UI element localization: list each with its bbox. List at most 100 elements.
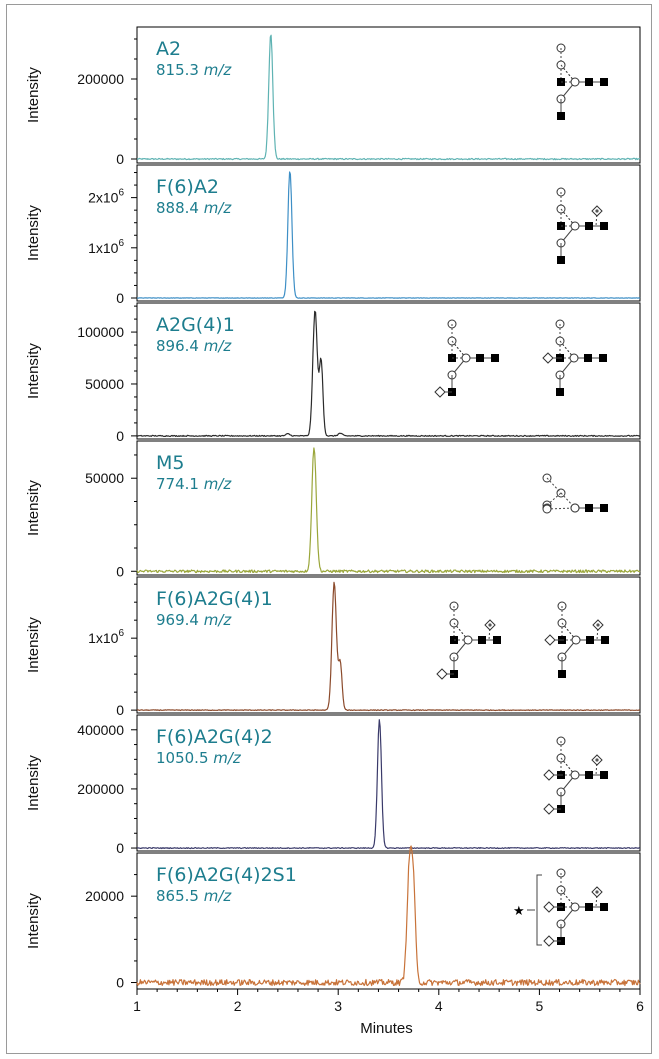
glycan-structure-f6a2g1 [436, 601, 609, 680]
glycan-structure-f6a2g2 [543, 736, 608, 815]
glcnac-square [557, 256, 565, 264]
fucose-dot [595, 758, 599, 762]
chromatogram-trace [136, 845, 641, 987]
mannose-circle [570, 902, 580, 912]
y-tick-label-base: 0 [116, 975, 124, 991]
y-tick-label-base: 0 [116, 702, 124, 718]
x-axis: 1 2 3 4 5 6 Minutes [133, 989, 644, 1037]
plot-area [136, 852, 641, 990]
glcnac-square [585, 903, 593, 911]
mz-label: 1050.5 m/z [156, 749, 242, 767]
chromatogram-trace [136, 34, 641, 161]
glycan-linkage [595, 891, 598, 908]
x-tick-label: 6 [636, 998, 644, 1014]
mz-label: 969.4 m/z [156, 611, 232, 629]
galactose-diamond [434, 386, 446, 398]
mannose-circle [571, 635, 581, 645]
fucose-dot [595, 209, 599, 213]
mannose-circle [570, 503, 580, 513]
glcnac-square [557, 112, 565, 120]
chromatogram-trace [136, 581, 641, 712]
y-axis-label: Intensity [25, 893, 42, 949]
glcnac-square [600, 903, 608, 911]
glcnac-square [585, 222, 593, 230]
glcnac-square [491, 354, 499, 362]
y-tick-label: 50000 [85, 470, 124, 486]
glcnac-square [600, 78, 608, 86]
mz-label: 774.1 m/z [156, 475, 232, 493]
y-tick-label: 0 [116, 702, 124, 718]
glcnac-square [585, 504, 593, 512]
y-axis-label: Intensity [25, 205, 42, 261]
y-tick-label: 0 [116, 563, 124, 579]
chromatogram-trace [136, 719, 641, 850]
x-tick-label: 5 [536, 998, 544, 1014]
y-tick-label: 2x106 [88, 188, 124, 206]
x-tick-label: 2 [234, 998, 242, 1014]
y-tick-label-base: 0 [116, 428, 124, 444]
y-axis-label: Intensity [25, 343, 42, 399]
mz-label: 896.4 m/z [156, 337, 232, 355]
chromatogram-trace [136, 310, 641, 437]
y-tick-label: 20000 [85, 888, 124, 904]
y-tick-label-exponent: 6 [118, 188, 124, 199]
galactose-diamond [543, 803, 555, 815]
mz-label: 815.3 m/z [156, 61, 232, 79]
glycan-linkage [546, 492, 562, 506]
y-axis-label: Intensity [25, 755, 42, 811]
y-tick-label: 400000 [77, 722, 124, 738]
glcnac-square [586, 636, 594, 644]
mannose-circle [542, 504, 552, 514]
galactose-diamond [544, 634, 556, 646]
glycan-structure-m5 [542, 473, 608, 514]
mz-label: 865.5 m/z [156, 887, 232, 905]
fucose-dot [596, 623, 600, 627]
y-axis-label: Intensity [25, 67, 42, 123]
glycan-name: F(6)A2G(4)2S1 [156, 864, 297, 886]
y-tick-label: 0 [116, 840, 124, 856]
plot-area [136, 164, 641, 302]
y-tick-label: 50000 [85, 376, 124, 392]
glycan-name: A2 [156, 38, 181, 60]
chromatogram-trace [136, 447, 641, 574]
mz-value: 896.4 [156, 337, 204, 355]
y-tick-label: 200000 [77, 71, 124, 87]
y-tick-label-base: 0 [116, 151, 124, 167]
y-tick-label-exponent: 6 [118, 628, 124, 639]
mannose-circle [570, 770, 580, 780]
figure-frame [6, 4, 652, 1054]
galactose-diamond [543, 901, 555, 913]
mannose-circle [570, 77, 580, 87]
galactose-diamond [436, 668, 448, 680]
glycan-name: F(6)A2 [156, 176, 219, 198]
x-axis-label: Minutes [360, 1020, 413, 1037]
glcnac-square [600, 222, 608, 230]
glycan-linkage [546, 507, 576, 510]
glcnac-square [478, 636, 486, 644]
x-tick-label: 3 [334, 998, 342, 1014]
galactose-diamond [543, 935, 555, 947]
y-tick-label-base: 200000 [77, 71, 124, 87]
y-axis-label: Intensity [25, 617, 42, 673]
y-tick-label: 0 [116, 975, 124, 991]
y-tick-label-base: 0 [116, 290, 124, 306]
mannose-circle [463, 635, 473, 645]
galactose-diamond [542, 352, 554, 364]
plot-area [136, 714, 641, 852]
y-tick-label-base: 1x10 [88, 630, 119, 646]
y-tick-label: 0 [116, 151, 124, 167]
glcnac-square [558, 670, 566, 678]
glycan-linkage [488, 624, 491, 641]
glcnac-square [601, 636, 609, 644]
mz-value: 888.4 [156, 199, 204, 217]
mz-unit: m/z [204, 611, 233, 629]
y-tick-label: 100000 [77, 324, 124, 340]
fucose-dot [488, 623, 492, 627]
antenna-bracket [536, 874, 542, 946]
y-tick-label-base: 400000 [77, 722, 124, 738]
y-tick-label: 0 [116, 290, 124, 306]
x-tick-label: 4 [435, 998, 443, 1014]
